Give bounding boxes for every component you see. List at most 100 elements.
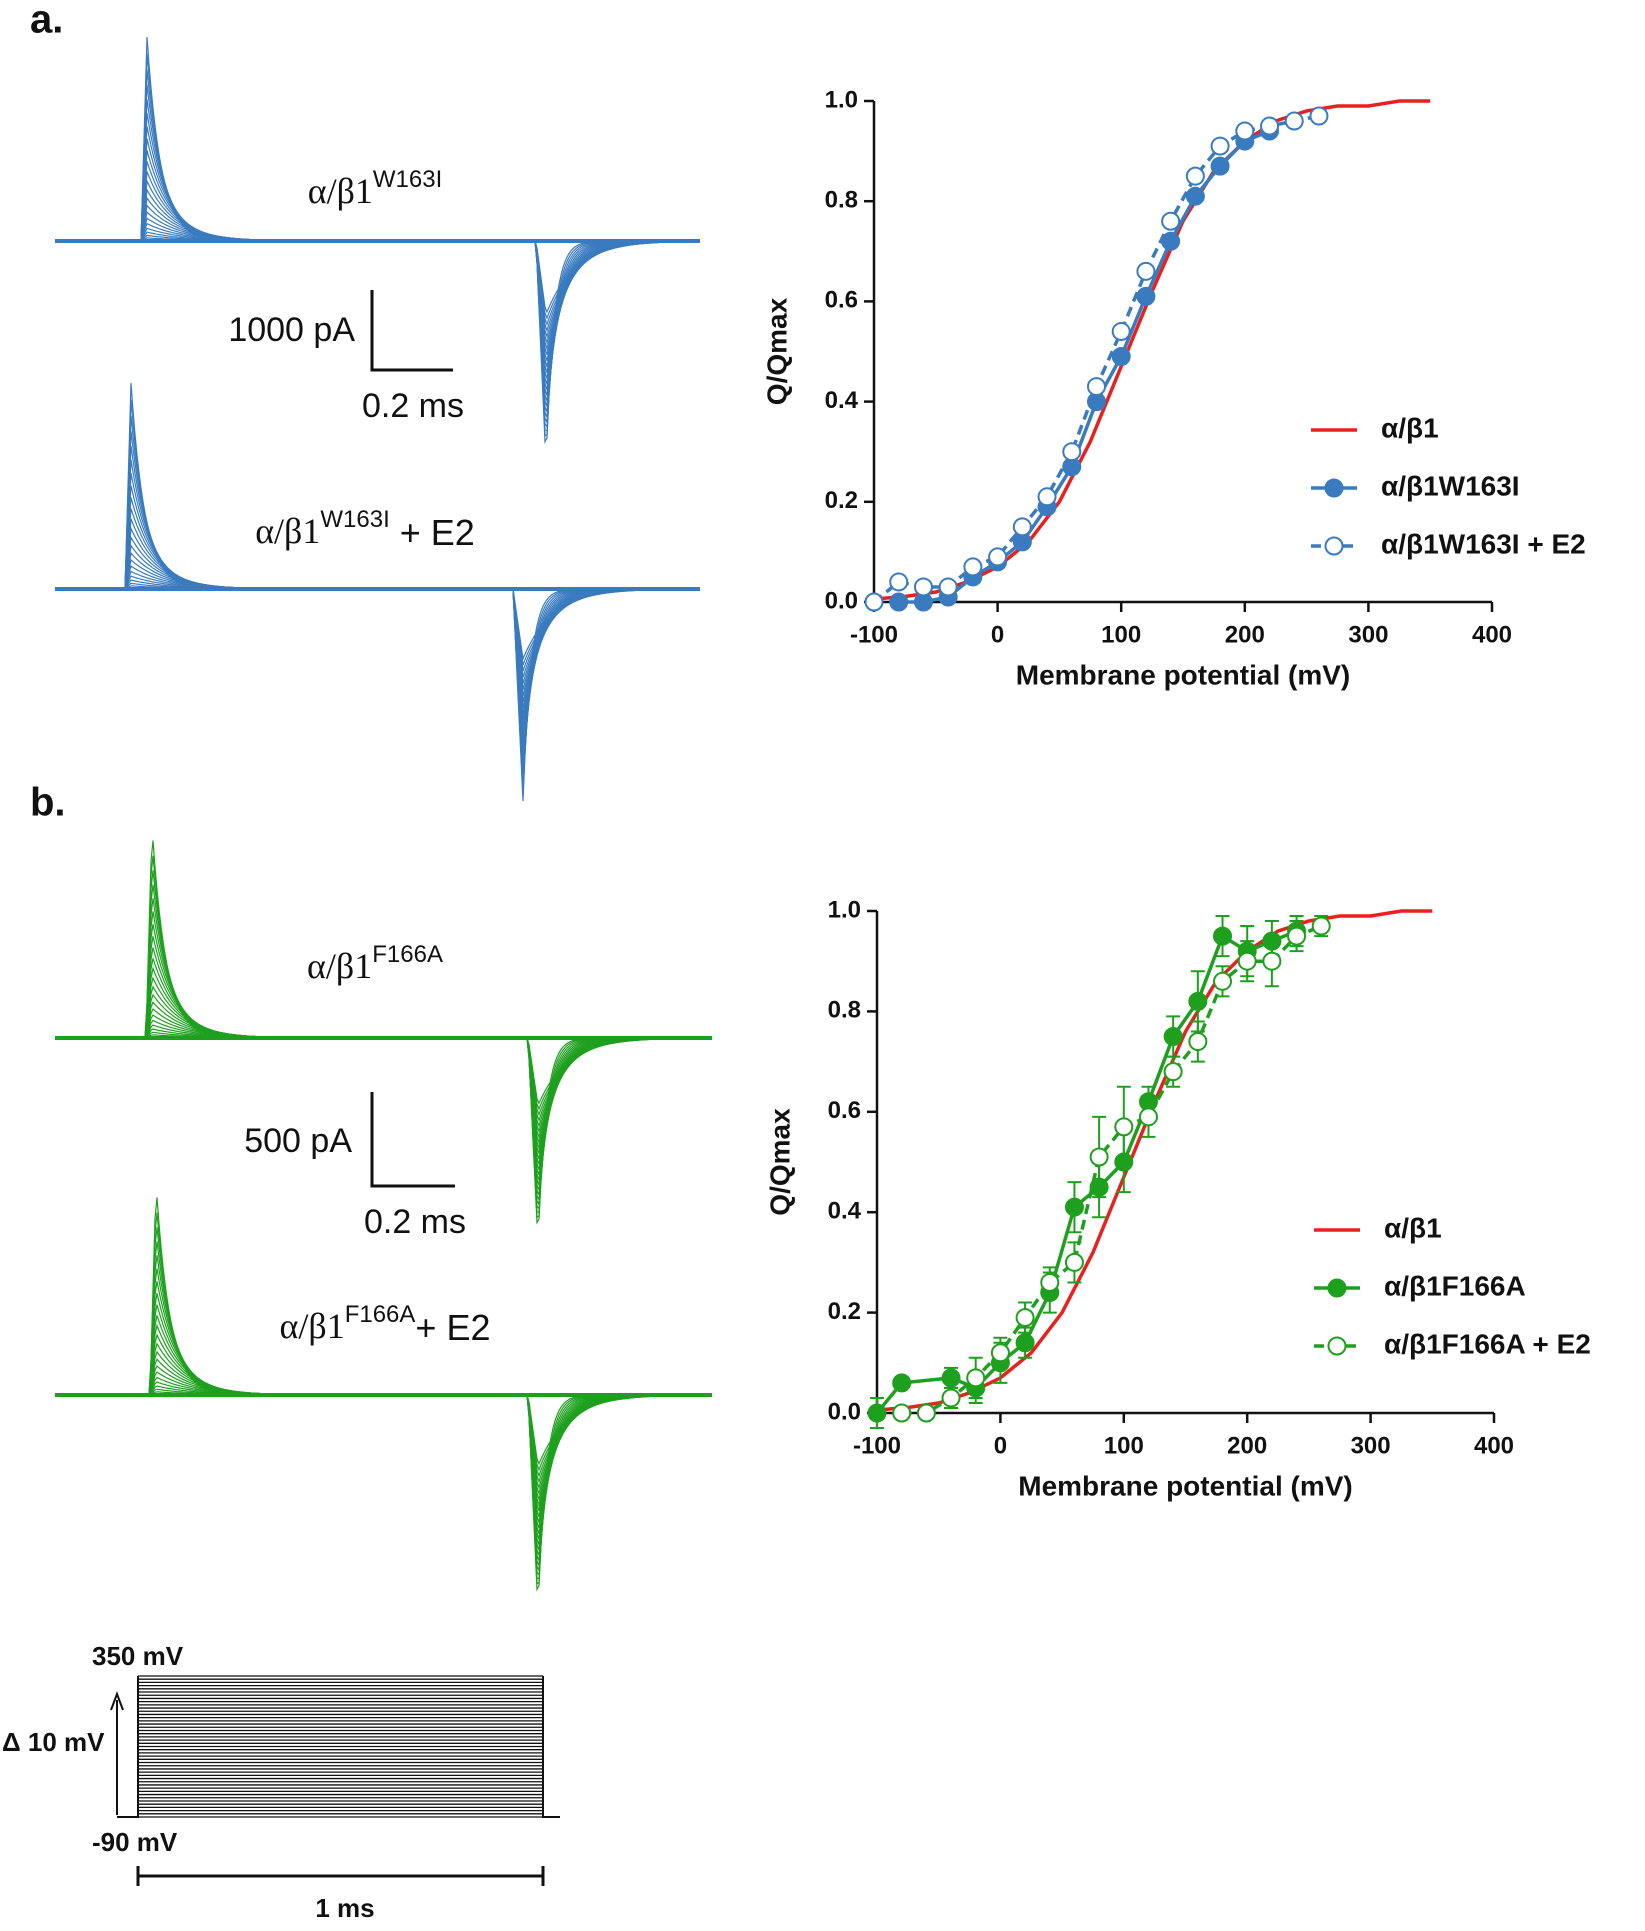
trace	[55, 399, 699, 795]
x-tick-label: 200	[1225, 621, 1265, 648]
marker	[990, 1343, 1010, 1363]
trace	[55, 518, 699, 740]
legend-label: α/β1W163I + E2	[1381, 528, 1586, 559]
trace	[55, 579, 699, 684]
scale-current: 1000 pA	[228, 311, 355, 349]
marker	[1037, 487, 1057, 507]
x-axis-label: Membrane potential (mV)	[1018, 1470, 1352, 1501]
marker	[966, 1368, 986, 1388]
marker	[1062, 442, 1082, 462]
y-tick-label: 0.0	[825, 587, 858, 614]
series-line	[873, 99, 1431, 601]
trace	[55, 188, 700, 379]
trace-label: α/β1W163I + E2	[255, 506, 475, 552]
marker	[988, 547, 1008, 567]
trace	[55, 947, 711, 1186]
step-edge	[117, 1676, 560, 1818]
trace	[55, 178, 699, 385]
y-axis-label: Q/Qmax	[761, 297, 792, 405]
marker	[1210, 156, 1230, 176]
x-tick-label: 400	[1474, 1432, 1514, 1459]
marker	[892, 1373, 912, 1393]
marker	[1210, 136, 1230, 156]
marker	[938, 577, 958, 597]
marker	[1185, 186, 1205, 206]
legend-label: α/β1	[1381, 412, 1439, 443]
marker	[889, 592, 909, 612]
legend-label: α/β1F166A	[1384, 1270, 1526, 1301]
legend-marker	[1324, 478, 1344, 498]
trace	[55, 1333, 711, 1534]
y-tick-label: 0.2	[825, 487, 858, 514]
y-tick-label: 0.4	[825, 387, 859, 414]
trace	[55, 1388, 711, 1484]
marker	[1012, 517, 1032, 537]
trace	[55, 993, 711, 1160]
marker	[1089, 1147, 1109, 1167]
marker	[1185, 166, 1205, 186]
trace-label: α/β1F166A+ E2	[280, 1301, 491, 1347]
time-bar	[136, 1866, 545, 1886]
trace	[55, 217, 700, 355]
series-line	[872, 114, 1320, 604]
legend-label: α/β1	[1384, 1212, 1442, 1243]
x-tick-label: 300	[1348, 621, 1388, 648]
label-sup: W163I	[320, 506, 389, 533]
y-tick-label: 0.4	[828, 1198, 862, 1225]
trace	[55, 535, 699, 727]
y-tick-label: 0.8	[828, 997, 861, 1024]
trace	[55, 976, 711, 1170]
panel-label: a.	[30, 0, 63, 42]
marker	[1163, 1027, 1183, 1046]
trace	[55, 431, 699, 783]
trace	[55, 966, 711, 1176]
marker	[1213, 926, 1233, 946]
trace	[55, 445, 699, 777]
trace	[55, 1393, 711, 1466]
label-sup: F166A	[345, 1301, 416, 1328]
marker	[1138, 1107, 1158, 1127]
trace	[55, 1036, 711, 1111]
x-tick-label: -100	[850, 621, 898, 648]
marker	[1136, 261, 1156, 281]
trace	[55, 582, 699, 678]
protocol	[110, 1675, 560, 1886]
trace	[55, 551, 699, 715]
trace	[55, 84, 699, 428]
label-base: α/β1	[255, 511, 320, 551]
label-base: α/β1	[280, 1306, 345, 1346]
x-tick-label: -100	[853, 1432, 901, 1459]
marker	[1287, 926, 1307, 946]
marker	[916, 1403, 936, 1423]
y-axis-label: Q/Qmax	[764, 1108, 795, 1216]
scale-time: 0.2 ms	[362, 387, 464, 425]
trace	[55, 1393, 711, 1472]
trace	[55, 211, 699, 361]
series-line	[875, 929, 1298, 1415]
trace	[55, 497, 699, 752]
marker	[864, 592, 884, 612]
x-tick-label: 100	[1101, 621, 1141, 648]
marker	[1111, 347, 1131, 367]
marker	[963, 557, 983, 577]
scale-time: 0.2 ms	[364, 1203, 466, 1241]
scale-bars	[370, 290, 455, 1188]
trace	[55, 544, 699, 721]
marker	[1015, 1333, 1035, 1353]
marker	[1237, 951, 1257, 971]
scale-bar	[370, 290, 453, 372]
marker	[1188, 1032, 1208, 1052]
x-axis-label: Membrane potential (mV)	[1016, 659, 1350, 690]
label-suffix: + E2	[415, 1307, 490, 1348]
marker	[1309, 106, 1329, 126]
label-sup: W163I	[373, 166, 442, 193]
protocol-label: 1 ms	[315, 1893, 374, 1923]
marker	[1015, 1308, 1035, 1328]
y-tick-label: 0.0	[828, 1398, 861, 1425]
marker	[941, 1388, 961, 1408]
marker	[1311, 916, 1331, 936]
marker	[1040, 1272, 1060, 1292]
marker	[1064, 1197, 1084, 1217]
marker	[867, 1403, 887, 1423]
